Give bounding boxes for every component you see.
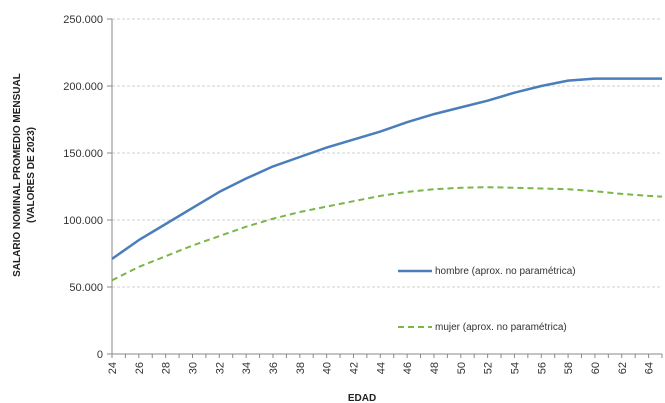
y-tick-label: 0 (97, 349, 103, 361)
y-axis-title-line2: (VALORES DE 2023) (26, 127, 37, 223)
y-tick-label: 250.000 (63, 14, 103, 26)
gridlines (112, 18, 662, 288)
legend: hombre (aprox. no paramétrica) mujer (ap… (398, 266, 576, 333)
series-line-hombre (111, 77, 662, 260)
series-lines (111, 77, 663, 282)
x-tick-label: 62 (617, 362, 629, 374)
y-tick-label: 50.000 (69, 282, 103, 294)
y-tick-label: 150.000 (63, 148, 103, 160)
axes (111, 19, 662, 355)
x-axis-title: EDAD (348, 393, 376, 403)
x-tick-label: 32 (214, 362, 226, 374)
x-tick-label: 60 (590, 362, 602, 374)
x-tick-label: 56 (536, 362, 548, 374)
legend-label-mujer: mujer (aprox. no paramétrica) (435, 322, 567, 333)
x-tick-label: 64 (644, 362, 656, 374)
x-tick-label: 38 (295, 362, 307, 374)
y-tick-label: 200.000 (63, 81, 103, 93)
y-axis-ticks: 0 50.000 100.000 150.000 200.000 250.000 (63, 14, 112, 361)
x-tick-label: 28 (161, 362, 173, 374)
x-tick-label: 52 (483, 362, 495, 374)
x-tick-label: 44 (375, 362, 387, 374)
x-tick-label: 24 (107, 362, 119, 374)
x-tick-label: 48 (429, 362, 441, 374)
y-tick-label: 100.000 (63, 215, 103, 227)
x-tick-label: 46 (402, 362, 414, 374)
x-tick-label: 58 (563, 362, 575, 374)
x-tick-label: 40 (322, 362, 334, 374)
x-tick-label: 36 (268, 362, 280, 374)
legend-label-hombre: hombre (aprox. no paramétrica) (435, 266, 576, 277)
x-tick-label: 30 (187, 362, 199, 374)
series-line-mujer (111, 186, 663, 282)
x-tick-label: 26 (134, 362, 146, 374)
x-axis-ticks: 24 26 28 30 32 34 36 38 40 42 44 46 48 50 52 54 56 58 60 62… (107, 354, 663, 374)
x-tick-label: 34 (241, 362, 253, 374)
x-tick-label: 42 (348, 362, 360, 374)
x-tick-label: 54 (509, 362, 521, 374)
x-tick-label: 50 (456, 362, 468, 374)
y-axis-title-line1: SALARIO NOMINAL PROMEDIO MENSUAL (12, 73, 23, 277)
